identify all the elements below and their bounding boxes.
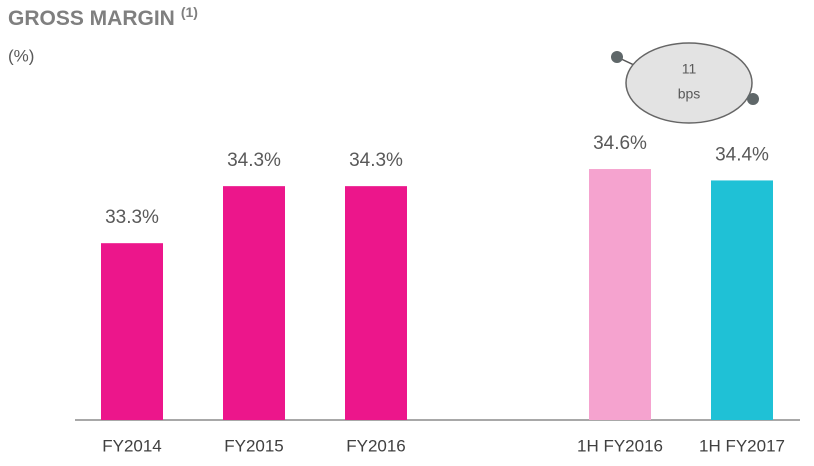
subtitle: (%) (8, 46, 34, 65)
annotation: 11 (682, 61, 697, 77)
annotation: bps (678, 86, 701, 102)
value-label: 34.3% (349, 150, 403, 171)
value-label: 34.4% (715, 144, 769, 165)
x-tick-label: FY2016 (346, 436, 406, 455)
x-tick-label: FY2015 (224, 436, 284, 455)
chart-title: GROSS MARGIN (1) (8, 4, 198, 30)
dot (611, 51, 623, 63)
bar (223, 186, 285, 420)
value-label: 34.3% (227, 150, 281, 171)
annotation-bubble (625, 42, 753, 124)
title-text: GROSS MARGIN (8, 7, 175, 30)
value-label: 34.6% (593, 133, 647, 154)
value-label: 33.3% (105, 207, 159, 228)
bar (101, 243, 163, 420)
title-note: (1) (181, 4, 198, 20)
bar (345, 186, 407, 420)
x-tick-label: 1H FY2016 (577, 436, 663, 455)
dot (747, 93, 759, 105)
x-tick-label: 1H FY2017 (699, 436, 785, 455)
x-tick-label: FY2014 (102, 436, 162, 455)
bar (711, 180, 773, 420)
bar (589, 169, 651, 420)
